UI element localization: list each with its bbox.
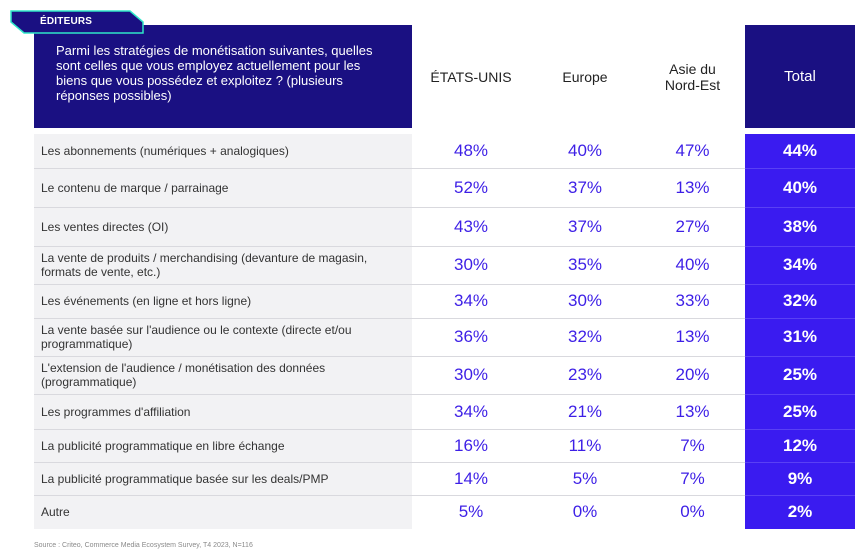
value-usa: 30% (412, 356, 530, 395)
value-usa: 5% (458, 502, 484, 522)
value-asie: 20% (640, 356, 745, 395)
row-label: La publicité programmatique basée sur le… (34, 462, 412, 496)
value-asie: 7% (640, 429, 745, 463)
row-label: L'extension de l'audience / monétisation… (34, 356, 412, 395)
row-label: La vente de produits / merchandising (de… (34, 246, 412, 285)
value-asie: 40% (640, 246, 745, 285)
value-total: 38% (745, 207, 855, 247)
value-total: 25% (745, 356, 855, 395)
table-header-row: Parmi les stratégies de monétisation sui… (34, 25, 855, 134)
row-label: Les événements (en ligne et hors ligne) (34, 284, 412, 319)
row-label: La publicité programmatique en libre éch… (34, 429, 412, 463)
row-label: Les ventes directes (OI) (34, 207, 412, 247)
value-total: 12% (745, 429, 855, 463)
value-europe: 37% (530, 168, 640, 208)
question-header: Parmi les stratégies de monétisation sui… (34, 25, 412, 134)
table-row: La vente basée sur l'audience ou le cont… (34, 318, 855, 357)
value-usa: 48% (412, 131, 530, 169)
editeurs-tag: ÉDITEURS (10, 10, 144, 34)
value-total: 31% (745, 318, 855, 357)
value-asie: 13% (640, 318, 745, 357)
value-total: 44% (745, 131, 855, 169)
table-row: Les événements (en ligne et hors ligne) 3… (34, 284, 855, 319)
value-europe: 32% (530, 318, 640, 357)
value-usa: 34% (412, 394, 530, 430)
table-row: Le contenu de marque / parrainage 52% 37% 1… (34, 168, 855, 208)
row-label: Autre (34, 495, 412, 529)
value-europe: 30% (530, 284, 640, 319)
table-row: Les ventes directes (OI) 43% 37% 27% 38% (34, 207, 855, 247)
value-usa: 36% (412, 318, 530, 357)
monetisation-table: Parmi les stratégies de monétisation sui… (34, 25, 855, 529)
column-header-asie: Asie du Nord-Est (640, 25, 745, 134)
value-total: 40% (745, 168, 855, 208)
value-usa: 30% (412, 246, 530, 285)
row-label: La vente basée sur l'audience ou le cont… (34, 318, 412, 357)
value-europe: 11% (530, 429, 640, 463)
column-header-total: Total (745, 25, 855, 134)
table-row: Autre 5% 0% 0% 2% (34, 495, 855, 529)
row-label: Les programmes d'affiliation (34, 394, 412, 430)
value-asie: 47% (640, 131, 745, 169)
tag-label: ÉDITEURS (40, 16, 93, 27)
table-row: La publicité programmatique en libre éch… (34, 429, 855, 463)
source-note: Source : Criteo, Commerce Media Ecosyste… (34, 542, 253, 549)
value-europe: 40% (530, 131, 640, 169)
value-asie: 7% (640, 462, 745, 496)
table-row: Les abonnements (numériques + analogique… (34, 131, 855, 169)
table-row: L'extension de l'audience / monétisation… (34, 356, 855, 395)
value-europe: 0% (572, 502, 598, 522)
value-total: 34% (745, 246, 855, 285)
table-row: La vente de produits / merchandising (de… (34, 246, 855, 285)
value-europe: 5% (530, 462, 640, 496)
value-europe: 23% (530, 356, 640, 395)
value-total: 25% (745, 394, 855, 430)
table-row: La publicité programmatique basée sur le… (34, 462, 855, 496)
value-total: 9% (745, 462, 855, 496)
row-label: Les abonnements (numériques + analogique… (34, 131, 412, 169)
value-asie: 13% (640, 168, 745, 208)
value-asie: 33% (640, 284, 745, 319)
row-label: Le contenu de marque / parrainage (34, 168, 412, 208)
value-asie: 27% (640, 207, 745, 247)
value-usa: 43% (412, 207, 530, 247)
tag-shape (10, 10, 144, 34)
table-body: Les abonnements (numériques + analogique… (34, 131, 855, 529)
value-europe: 21% (530, 394, 640, 430)
value-usa: 52% (412, 168, 530, 208)
value-usa: 16% (412, 429, 530, 463)
value-usa: 34% (412, 284, 530, 319)
value-total: 2% (745, 495, 855, 529)
value-asie: 13% (640, 394, 745, 430)
value-europe: 35% (530, 246, 640, 285)
column-header-europe: Europe (530, 25, 640, 134)
value-asie: 0% (680, 502, 705, 522)
value-total: 32% (745, 284, 855, 319)
value-usa: 14% (412, 462, 530, 496)
table-row: Les programmes d'affiliation 34% 21% 13% 25% (34, 394, 855, 430)
column-header-usa: ÉTATS-UNIS (412, 25, 530, 134)
value-europe: 37% (530, 207, 640, 247)
